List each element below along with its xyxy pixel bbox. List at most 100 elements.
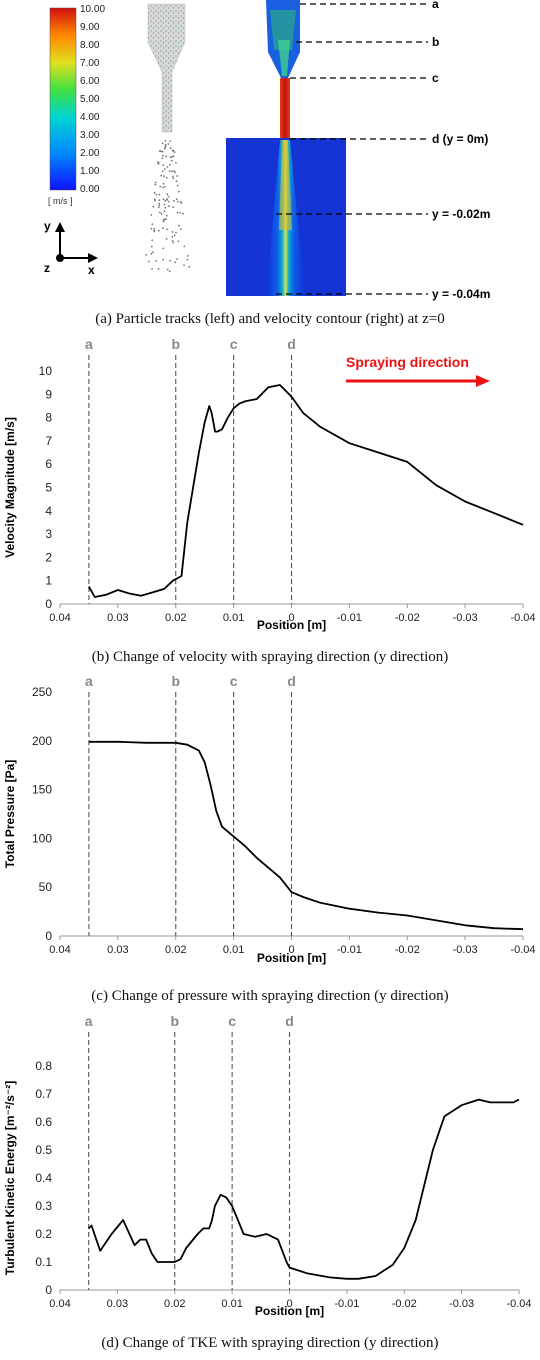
particle xyxy=(166,228,168,231)
particle xyxy=(164,147,166,150)
particle xyxy=(171,240,174,242)
velocity-chart: 0 1 2 3 4 5 6 7 8 9 10 0.04 0.03 0.02 0.01 0 -0.01 -0.02 -… xyxy=(3,336,536,632)
y-tick-label: 0.4 xyxy=(35,1171,52,1185)
panel-c: 0 50 100 150 200 250 0.04 0.03 0.02 0.01 0 -0.01 -0.… xyxy=(0,670,540,1010)
pressure-chart: 0 50 100 150 200 250 0.04 0.03 0.02 0.01 0 -0.01 -0.… xyxy=(3,673,536,965)
particle xyxy=(150,227,153,230)
y-tick-label: 250 xyxy=(32,685,52,699)
particle xyxy=(175,180,178,183)
y-tick-label: 0 xyxy=(45,929,52,943)
spray-direction-label: Spraying direction xyxy=(346,354,469,370)
particle xyxy=(179,228,182,231)
particle xyxy=(153,191,156,194)
particle xyxy=(171,235,174,238)
particle xyxy=(161,142,164,145)
particle xyxy=(186,255,189,257)
particle xyxy=(169,163,171,166)
particle xyxy=(183,264,185,266)
particle xyxy=(158,204,161,207)
particle xyxy=(172,177,175,180)
particle xyxy=(175,231,177,234)
x-tick-label: 0 xyxy=(286,1298,292,1310)
x-tick-label: 0.04 xyxy=(49,1298,70,1310)
particle xyxy=(145,254,148,256)
caption-c: (c) Change of pressure with spraying dir… xyxy=(91,988,449,1004)
colorbar-tick-label: 6.00 xyxy=(80,76,100,87)
y-tick-label: 2 xyxy=(45,550,52,564)
particle xyxy=(157,161,159,164)
particle xyxy=(157,206,160,209)
particle xyxy=(172,175,174,178)
position-marker-label: a xyxy=(85,673,93,689)
particle xyxy=(175,198,178,201)
particle xyxy=(159,185,162,188)
particle xyxy=(165,155,168,158)
y-tick-label: 200 xyxy=(32,734,52,748)
particle xyxy=(157,229,160,232)
velocity-contour xyxy=(226,0,346,296)
x-tick-label: 0 xyxy=(288,612,294,624)
colorbar-tick-label: 9.00 xyxy=(80,22,100,33)
particle xyxy=(153,228,156,230)
marker-label: c xyxy=(432,71,439,85)
x-tick-label: 0.03 xyxy=(107,944,128,956)
velocity-figure: 10.00 9.00 8.00 7.00 6.00 5.00 4.00 3.00 2.00 1.0… xyxy=(44,0,490,301)
y-tick-label: 4 xyxy=(45,504,52,518)
position-marker-label: d xyxy=(285,1013,294,1029)
particle xyxy=(160,174,163,177)
particle xyxy=(171,159,173,162)
particle xyxy=(164,168,166,170)
y-tick-label: 0.2 xyxy=(35,1227,52,1241)
x-tick-label: -0.02 xyxy=(395,944,420,956)
axis-y-label: y xyxy=(44,219,51,233)
particle xyxy=(162,247,165,250)
marker-label: b xyxy=(432,35,439,49)
caption-a: (a) Particle tracks (left) and velocity … xyxy=(95,311,445,327)
particle xyxy=(161,150,164,153)
particle xyxy=(162,227,164,230)
particle xyxy=(171,149,174,152)
marker-label: y = -0.04m xyxy=(432,287,490,301)
y-tick-label: 8 xyxy=(45,411,52,425)
particle xyxy=(176,175,179,177)
particle xyxy=(164,185,166,188)
colorbar-tick-label: 10.00 xyxy=(80,4,105,15)
particle xyxy=(152,251,154,254)
tke-chart: 0 0.1 0.2 0.3 0.4 0.5 0.6 0.7 0.8 0.04 0.03 0.02 0.0… xyxy=(3,1013,532,1318)
particle xyxy=(188,265,191,268)
particle xyxy=(154,181,157,184)
colorbar-ticks: 10.00 9.00 8.00 7.00 6.00 5.00 4.00 3.00 2.00 1.0… xyxy=(80,4,105,195)
particle xyxy=(158,193,161,196)
x-tick-label: -0.01 xyxy=(334,1298,359,1310)
particle xyxy=(186,258,189,261)
particle xyxy=(183,245,186,248)
x-tick-label: -0.04 xyxy=(510,612,535,624)
y-axis-label: Total Pressure [Pa] xyxy=(3,760,17,868)
position-marker-label: a xyxy=(85,336,93,352)
y-tick-label: 0.6 xyxy=(35,1115,52,1129)
x-tick-label: -0.04 xyxy=(510,944,535,956)
x-tick-label: -0.02 xyxy=(395,612,420,624)
x-tick-label: 0.02 xyxy=(164,1298,185,1310)
colorbar-tick-label: 5.00 xyxy=(80,94,100,105)
colorbar-unit: [ m/s ] xyxy=(48,196,73,206)
y-tick-label: 0.3 xyxy=(35,1199,52,1213)
particle xyxy=(160,213,163,215)
particle xyxy=(165,218,167,221)
particle xyxy=(162,220,165,222)
particle xyxy=(161,154,164,157)
position-marker-label: c xyxy=(230,673,238,689)
caption-b: (b) Change of velocity with spraying dir… xyxy=(91,649,449,665)
particle xyxy=(182,212,184,215)
x-tick-label: -0.03 xyxy=(453,612,478,624)
particle xyxy=(172,170,175,172)
x-tick-label: -0.01 xyxy=(337,612,362,624)
particle xyxy=(153,230,156,233)
x-tick-label: 0.01 xyxy=(221,1298,242,1310)
particle xyxy=(171,170,173,173)
position-marker-label: d xyxy=(287,336,296,352)
y-tick-label: 50 xyxy=(39,880,53,894)
particle xyxy=(169,140,172,143)
particle xyxy=(172,206,175,209)
y-tick-label: 9 xyxy=(45,387,52,401)
